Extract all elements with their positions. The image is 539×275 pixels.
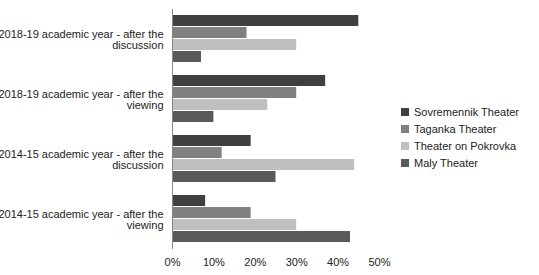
html-text:Theater on Pokrovka: Theater on Pokrovka (414, 140, 517, 152)
html-text:Sovremennik Theater: Sovremennik Theater (414, 106, 519, 118)
svg-text:2014-15 academic year - after: 2014-15 academic year - after thediscuss… (0, 148, 164, 171)
svg-text:20%: 20% (244, 256, 266, 268)
svg-text:2018-19 academic year - after: 2018-19 academic year - after thediscuss… (0, 28, 164, 51)
svg-text:0%: 0% (165, 256, 181, 268)
svg-text:40%: 40% (327, 256, 349, 268)
html-text:Maly Theater: Maly Theater (414, 157, 478, 169)
svg-text:10%: 10% (203, 256, 225, 268)
svg-text:50%: 50% (368, 256, 390, 268)
svg-text:2018-19 academic year - after: 2018-19 academic year - after theviewing (0, 88, 164, 111)
svg-text:2014-15 academic year - after: 2014-15 academic year - after theviewing (0, 208, 164, 231)
html-text:Taganka Theater: Taganka Theater (414, 123, 497, 135)
svg-text:30%: 30% (286, 256, 308, 268)
